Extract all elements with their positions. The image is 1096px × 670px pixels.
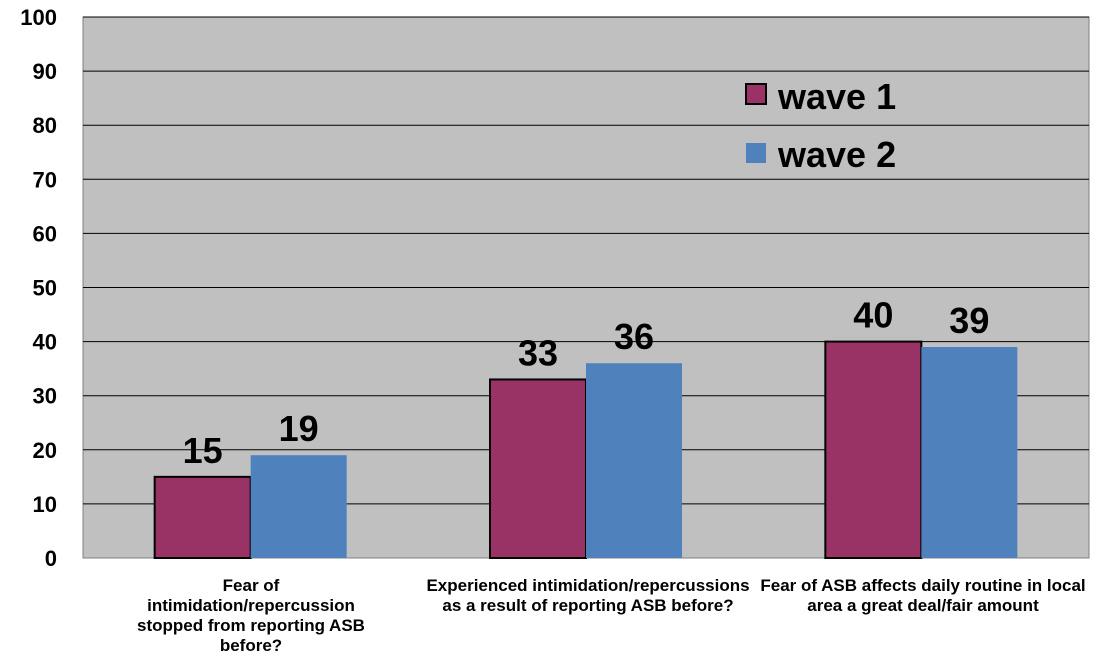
bar-wave-2-3 <box>921 347 1018 558</box>
bar-wave-1-2 <box>489 378 587 559</box>
x-axis-label-3: Fear of ASB affects daily routine in loc… <box>760 576 1086 615</box>
bar-wave-1-1 <box>153 475 252 560</box>
bar-wave-1-3 <box>824 340 923 559</box>
data-label-wave-1-1: 15 <box>183 430 223 471</box>
data-label-wave-2-3: 39 <box>949 300 989 341</box>
y-tick-label: 40 <box>33 330 57 355</box>
y-tick-label: 20 <box>33 438 57 463</box>
data-labels: 15 19 33 36 40 39 <box>183 295 990 471</box>
legend-swatch-wave-1 <box>745 83 767 105</box>
x-axis-label-2: Experienced intimidation/repercussions a… <box>426 576 750 615</box>
y-tick-label: 100 <box>20 5 57 30</box>
y-tick-label: 70 <box>33 167 57 192</box>
bar-wave-2-1 <box>250 455 347 558</box>
legend-swatch-wave-2 <box>746 143 766 163</box>
y-tick-label: 50 <box>33 276 57 301</box>
legend-label-wave-1: wave 1 <box>777 76 896 117</box>
y-tick-label: 10 <box>33 492 57 517</box>
y-axis-ticks: 0 10 20 30 40 50 60 70 80 90 100 <box>20 5 57 571</box>
bar-wave-2-2 <box>586 363 682 558</box>
y-tick-label: 90 <box>33 59 57 84</box>
data-label-wave-2-2: 36 <box>614 316 654 357</box>
legend-label-wave-2: wave 2 <box>777 134 896 175</box>
x-axis-label-1: Fear of intimidation/repercussion stoppe… <box>137 576 365 655</box>
y-tick-label: 60 <box>33 221 57 246</box>
y-tick-label: 80 <box>33 113 57 138</box>
data-label-wave-1-2: 33 <box>518 332 558 373</box>
data-label-wave-2-1: 19 <box>279 408 319 449</box>
legend: wave 1 wave 2 <box>745 76 896 175</box>
bars <box>153 340 1018 560</box>
y-tick-label: 30 <box>33 384 57 409</box>
y-tick-label: 0 <box>45 546 57 571</box>
data-label-wave-1-3: 40 <box>853 295 893 336</box>
